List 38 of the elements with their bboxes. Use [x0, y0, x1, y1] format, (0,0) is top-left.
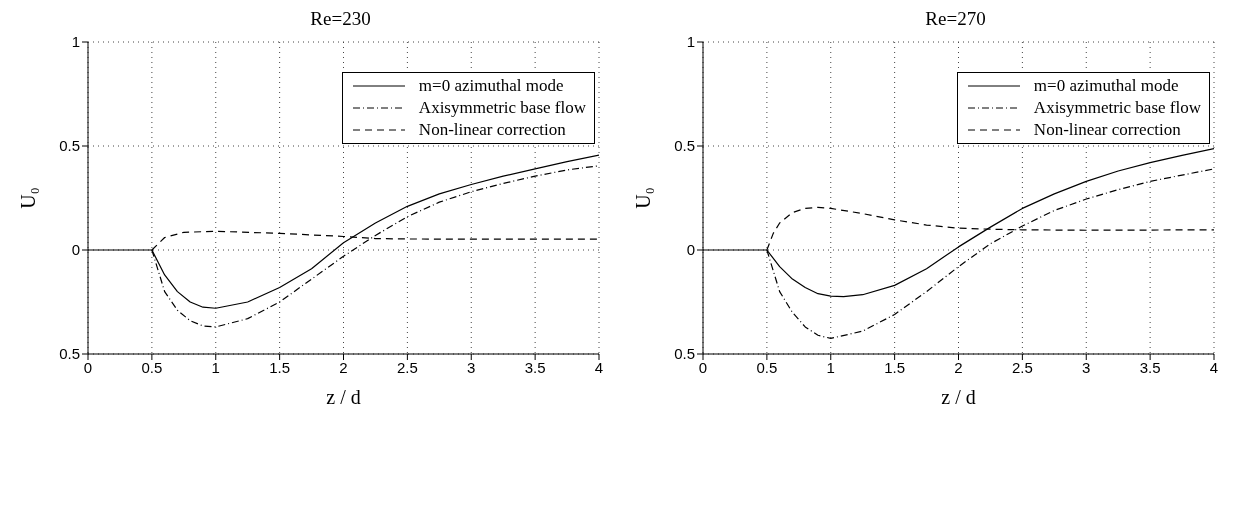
- x-tick-label: 1: [826, 358, 835, 376]
- y-axis-title: U₀: [17, 187, 40, 209]
- y-tick-label: 0.5: [59, 345, 80, 363]
- x-tick-label: 2: [339, 358, 348, 376]
- x-tick-label: 1: [211, 358, 220, 376]
- y-tick-label: 0.5: [674, 345, 695, 363]
- x-tick-label: 3: [1082, 358, 1091, 376]
- x-tick-label: 4: [1209, 358, 1219, 376]
- legend-label: Axisymmetric base flow: [1033, 97, 1201, 119]
- x-tick-label: 3.5: [1139, 358, 1161, 376]
- y-tick-label: 0.5: [59, 137, 80, 155]
- legend-label: m=0 azimuthal mode: [418, 75, 564, 97]
- x-tick-label: 0.5: [756, 358, 778, 376]
- x-tick-label: 1.5: [269, 358, 291, 376]
- y-tick-label: 1: [71, 33, 80, 51]
- chart-title: Re=230: [309, 8, 372, 31]
- x-tick-label: 0: [83, 358, 93, 376]
- legend-label: Axisymmetric base flow: [418, 97, 586, 119]
- x-tick-label: 1.5: [884, 358, 906, 376]
- legend-label: Non-linear correction: [418, 119, 566, 141]
- y-tick-label: 0: [71, 241, 80, 259]
- x-tick-label: 2.5: [1011, 358, 1033, 376]
- x-tick-label: 3.5: [524, 358, 546, 376]
- y-axis-title: U₀: [632, 187, 655, 209]
- x-tick-label: 4: [594, 358, 604, 376]
- x-tick-label: 2: [954, 358, 963, 376]
- legend-label: Non-linear correction: [1033, 119, 1181, 141]
- x-tick-label: 0.5: [141, 358, 163, 376]
- x-tick-label: 0: [698, 358, 708, 376]
- x-axis-title: z / d: [326, 386, 361, 408]
- x-tick-label: 2.5: [396, 358, 418, 376]
- x-axis-title: z / d: [941, 386, 976, 408]
- y-tick-label: 0: [686, 241, 695, 259]
- chart-title: Re=270: [924, 8, 987, 31]
- x-tick-label: 3: [467, 358, 476, 376]
- y-tick-label: 1: [686, 33, 695, 51]
- y-tick-label: 0.5: [674, 137, 695, 155]
- legend-label: m=0 azimuthal mode: [1033, 75, 1179, 97]
